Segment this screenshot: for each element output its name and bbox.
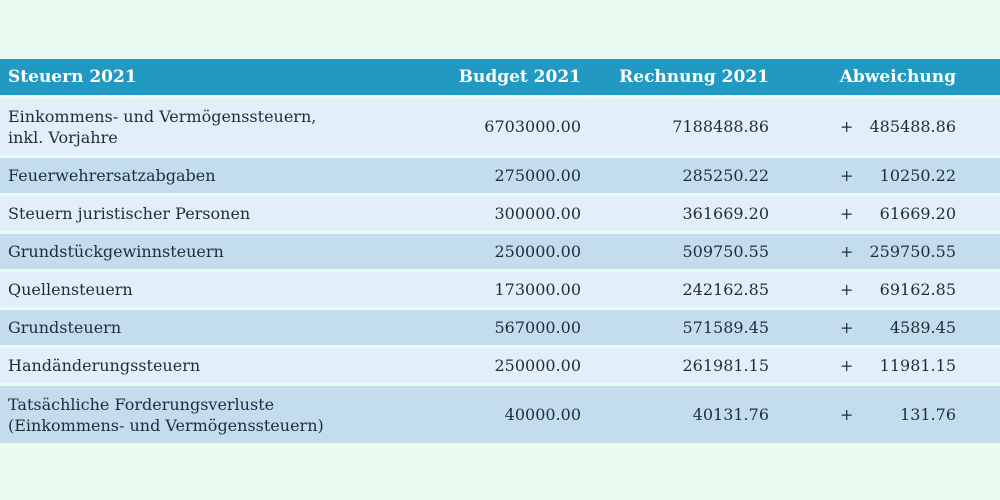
deviation-value: 485488.86 (869, 117, 956, 136)
budget-cell: 275000.00 (445, 158, 585, 193)
deviation-sign: + (840, 204, 854, 223)
deviation-sign: + (840, 280, 854, 299)
deviation-sign: + (840, 356, 854, 375)
table-header: Steuern 2021 Budget 2021 Rechnung 2021 A… (0, 59, 1000, 95)
header-deviation: Abweichung (773, 59, 1000, 95)
row-label: Handänderungssteuern (0, 348, 445, 383)
deviation-value: 10250.22 (879, 166, 956, 185)
row-label: Steuern juristischer Personen (0, 196, 445, 231)
deviation-cell: +131.76 (773, 386, 1000, 443)
deviation-sign: + (840, 405, 854, 424)
deviation-sign: + (840, 117, 854, 136)
deviation-cell: +4589.45 (773, 310, 1000, 345)
tax-table: Steuern 2021 Budget 2021 Rechnung 2021 A… (0, 56, 1000, 446)
row-label: Grundstückgewinnsteuern (0, 234, 445, 269)
budget-cell: 173000.00 (445, 272, 585, 307)
actual-cell: 509750.55 (585, 234, 773, 269)
row-label-line: Tatsächliche Forderungsverluste (8, 394, 275, 414)
budget-cell: 40000.00 (445, 386, 585, 443)
deviation-value: 69162.85 (879, 280, 956, 299)
header-budget: Budget 2021 (445, 59, 585, 95)
deviation-value: 61669.20 (879, 204, 956, 223)
deviation-cell: +61669.20 (773, 196, 1000, 231)
header-category: Steuern 2021 (0, 59, 445, 95)
deviation-value: 4589.45 (889, 318, 956, 337)
row-label-line: Grundsteuern (8, 318, 122, 337)
table-row: Grundstückgewinnsteuern 250000.00 509750.5… (0, 234, 1000, 269)
row-label: Tatsächliche Forderungsverluste (Einkomme… (0, 386, 445, 443)
deviation-value: 11981.15 (879, 356, 956, 375)
budget-cell: 250000.00 (445, 348, 585, 383)
row-label: Quellensteuern (0, 272, 445, 307)
table-row: Steuern juristischer Personen 300000.00 36… (0, 196, 1000, 231)
row-label-line: Handänderungssteuern (8, 356, 201, 375)
deviation-cell: +485488.86 (773, 98, 1000, 155)
row-label: Grundsteuern (0, 310, 445, 345)
row-label-line: Einkommens- und Vermögenssteuern, (8, 106, 317, 126)
row-label-line: Quellensteuern (8, 280, 133, 299)
row-label-line: Grundstückgewinnsteuern (8, 242, 224, 261)
table-row: Einkommens- und Vermögenssteuern, inkl. V… (0, 98, 1000, 155)
table-body: Einkommens- und Vermögenssteuern, inkl. V… (0, 98, 1000, 443)
budget-cell: 567000.00 (445, 310, 585, 345)
table-row: Handänderungssteuern 250000.00 261981.15 +1… (0, 348, 1000, 383)
budget-cell: 300000.00 (445, 196, 585, 231)
deviation-cell: +69162.85 (773, 272, 1000, 307)
tax-table-container: Steuern 2021 Budget 2021 Rechnung 2021 A… (0, 59, 1000, 446)
actual-cell: 361669.20 (585, 196, 773, 231)
header-row: Steuern 2021 Budget 2021 Rechnung 2021 A… (0, 59, 1000, 95)
table-row: Feuerwehrersatzabgaben 275000.00 285250.22… (0, 158, 1000, 193)
deviation-value: 259750.55 (869, 242, 956, 261)
row-label-line: Steuern juristischer Personen (8, 204, 251, 223)
actual-cell: 261981.15 (585, 348, 773, 383)
row-label: Feuerwehrersatzabgaben (0, 158, 445, 193)
actual-cell: 242162.85 (585, 272, 773, 307)
actual-cell: 40131.76 (585, 386, 773, 443)
table-row: Quellensteuern 173000.00 242162.85 +69162.8… (0, 272, 1000, 307)
header-actual: Rechnung 2021 (585, 59, 773, 95)
deviation-value: 131.76 (900, 405, 956, 424)
table-row: Grundsteuern 567000.00 571589.45 +4589.45 (0, 310, 1000, 345)
deviation-cell: +11981.15 (773, 348, 1000, 383)
row-label-line: Feuerwehrersatzabgaben (8, 166, 216, 185)
deviation-sign: + (840, 318, 854, 337)
table-row: Tatsächliche Forderungsverluste (Einkomme… (0, 386, 1000, 443)
actual-cell: 7188488.86 (585, 98, 773, 155)
deviation-sign: + (840, 166, 854, 185)
deviation-cell: +10250.22 (773, 158, 1000, 193)
deviation-sign: + (840, 242, 854, 261)
budget-cell: 6703000.00 (445, 98, 585, 155)
row-label-line: inkl. Vorjahre (8, 127, 118, 147)
deviation-cell: +259750.55 (773, 234, 1000, 269)
row-label: Einkommens- und Vermögenssteuern, inkl. V… (0, 98, 445, 155)
row-label-line: (Einkommens- und Vermögenssteuern) (8, 415, 324, 435)
budget-cell: 250000.00 (445, 234, 585, 269)
actual-cell: 571589.45 (585, 310, 773, 345)
actual-cell: 285250.22 (585, 158, 773, 193)
